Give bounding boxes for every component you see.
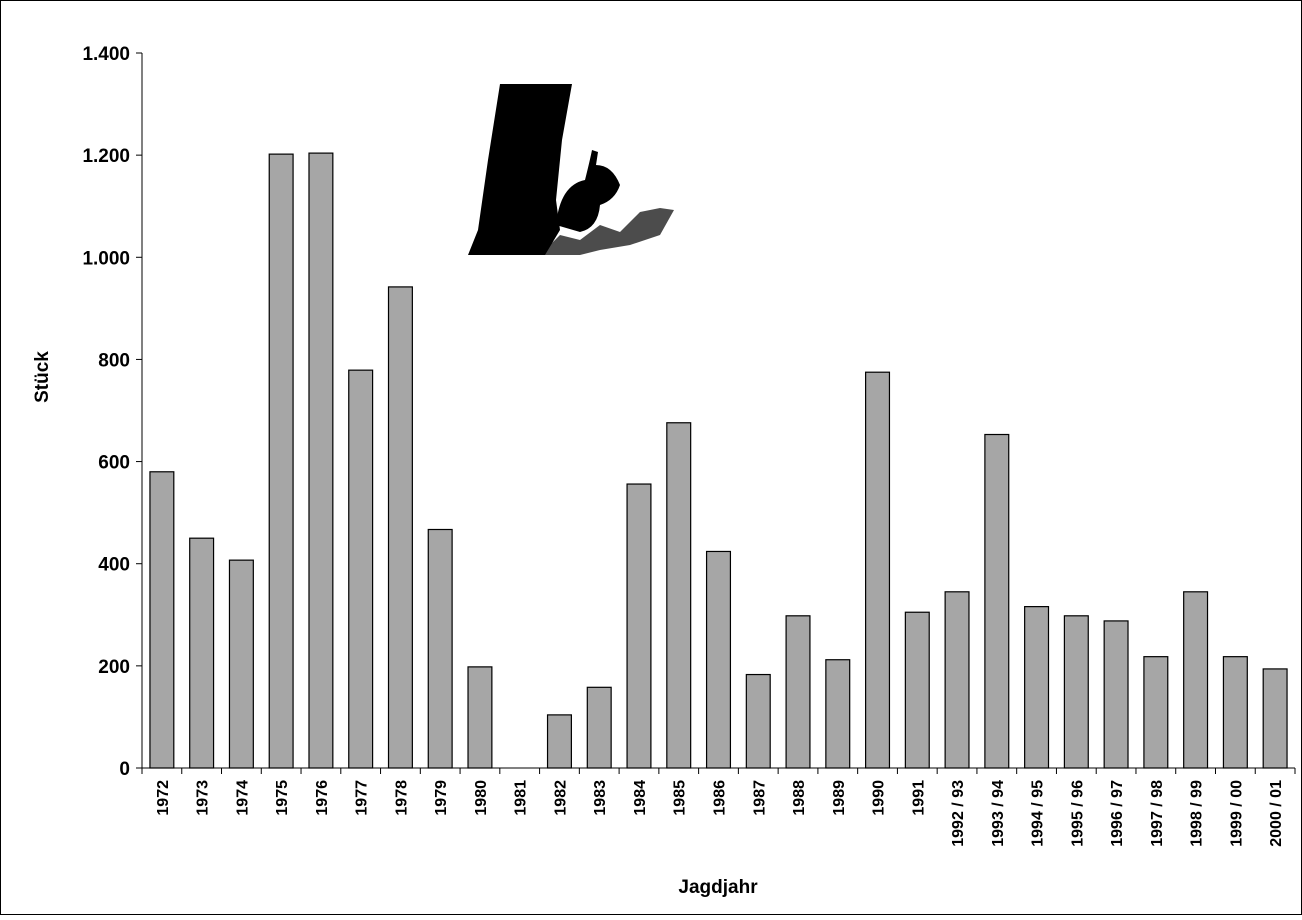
y-tick-label: 400 xyxy=(98,555,130,576)
bar xyxy=(348,369,374,769)
x-tick-label: 1974 xyxy=(234,780,251,816)
bar xyxy=(1143,656,1169,769)
bar xyxy=(984,433,1010,769)
bar xyxy=(825,659,851,769)
x-tick-label: 1975 xyxy=(274,780,291,816)
bar xyxy=(1222,656,1248,769)
x-tick-label: 1996 / 97 xyxy=(1109,780,1126,847)
y-axis-title: Stück xyxy=(32,351,53,403)
x-tick-label: 1991 xyxy=(910,780,927,816)
x-tick-label: 1997 / 98 xyxy=(1149,780,1166,847)
bar xyxy=(228,559,254,769)
x-axis-title: Jagdjahr xyxy=(678,877,758,898)
x-tick-label: 1972 xyxy=(155,780,172,816)
bar xyxy=(149,471,175,769)
x-tick-label: 1993 / 94 xyxy=(990,780,1007,847)
y-tick-label: 800 xyxy=(98,350,130,371)
bar xyxy=(1024,606,1050,769)
bar xyxy=(387,286,413,769)
bar xyxy=(745,673,771,769)
bar xyxy=(626,483,652,769)
rabbit-illustration xyxy=(468,84,674,255)
y-tick-label: 200 xyxy=(98,657,130,678)
bar xyxy=(785,615,811,769)
x-tick-label: 1978 xyxy=(393,780,410,816)
bar xyxy=(427,528,453,769)
y-tick-label: 1.000 xyxy=(82,248,130,269)
bar xyxy=(904,611,930,769)
bar xyxy=(1262,668,1288,769)
x-tick-label: 1985 xyxy=(672,780,689,816)
x-tick-label: 1992 / 93 xyxy=(950,780,967,847)
x-tick-label: 1984 xyxy=(632,780,649,816)
x-tick-label: 1973 xyxy=(195,780,212,816)
x-tick-label: 1998 / 99 xyxy=(1189,780,1206,847)
y-tick-label: 1.200 xyxy=(82,146,130,167)
bar xyxy=(467,666,493,769)
bar xyxy=(268,153,294,769)
x-tick-label: 1987 xyxy=(751,780,768,816)
x-tick-label: 2000 / 01 xyxy=(1268,780,1285,847)
x-tick-label: 1976 xyxy=(314,780,331,816)
x-tick-label: 1989 xyxy=(831,780,848,816)
bar xyxy=(666,422,692,769)
x-tick-label: 1980 xyxy=(473,780,490,816)
bar xyxy=(308,152,334,769)
bar xyxy=(1103,620,1129,769)
bar xyxy=(189,537,215,769)
x-tick-label: 1983 xyxy=(592,780,609,816)
x-tick-label: 1988 xyxy=(791,780,808,816)
bar xyxy=(1183,591,1209,769)
bar xyxy=(586,686,612,769)
x-tick-label: 1981 xyxy=(513,780,530,816)
x-tick-label: 1999 / 00 xyxy=(1228,780,1245,847)
x-tick-label: 1979 xyxy=(433,780,450,816)
y-tick-label: 0 xyxy=(119,759,130,780)
bar xyxy=(1063,615,1089,769)
x-tick-label: 1994 / 95 xyxy=(1030,780,1047,847)
x-tick-label: 1977 xyxy=(354,780,371,816)
bar xyxy=(944,591,970,769)
x-tick-label: 1982 xyxy=(552,780,569,816)
bar xyxy=(705,550,732,769)
y-tick-label: 600 xyxy=(98,453,130,474)
x-tick-label: 1995 / 96 xyxy=(1069,780,1086,847)
x-tick-label: 1986 xyxy=(712,780,729,816)
y-tick-label: 1.400 xyxy=(82,44,130,65)
bar xyxy=(865,371,891,769)
x-tick-label: 1990 xyxy=(871,780,888,816)
bar xyxy=(546,714,572,769)
